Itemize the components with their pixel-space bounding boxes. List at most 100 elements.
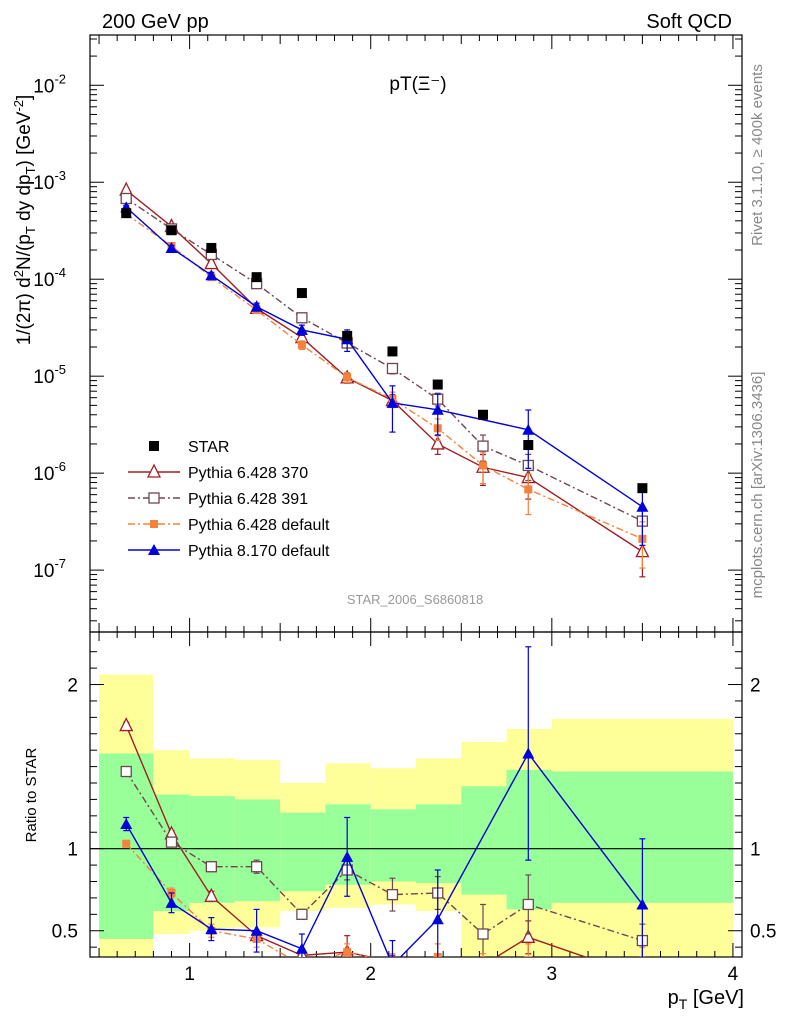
main-point-pythia-8-170-default bbox=[165, 241, 178, 253]
main-line-pythia-8-170-default bbox=[125, 206, 643, 508]
main-point-pythia-8-170-default bbox=[386, 396, 399, 408]
legend-marker-pythia-6-428-391 bbox=[148, 492, 160, 504]
legend-label-pythia-6-428-default: Pythia 6.428 default bbox=[188, 517, 330, 534]
legend-entry-pythia-8-170-default: Pythia 8.170 default bbox=[128, 543, 330, 560]
ratio-point-pythia-6-428-391 bbox=[205, 861, 217, 873]
axes-frames bbox=[89, 34, 743, 958]
ratio-point-pythia-6-428-370 bbox=[119, 717, 134, 732]
ratio-point-pythia-6-428-default bbox=[479, 963, 487, 971]
main-point-pythia-8-170-default bbox=[250, 300, 263, 312]
legend-entry-pythia-6-428-370: Pythia 6.428 370 bbox=[128, 463, 308, 482]
ratio-point-pythia-6-428-370 bbox=[432, 966, 444, 978]
ratio-y-tick-label-right: 1 bbox=[750, 840, 761, 861]
main-point-pythia-8-170-default bbox=[295, 323, 308, 335]
main-point-pythia-6-428-370 bbox=[204, 255, 219, 270]
ratio-point-pythia-8-170-default bbox=[120, 818, 133, 830]
ratio-point-pythia-8-170-default bbox=[341, 850, 354, 862]
ratio-y-tick-label-right: 2 bbox=[750, 676, 761, 697]
main-y-tick-label: 10-6 bbox=[33, 459, 66, 485]
ratio-point-pythia-8-170-default bbox=[250, 924, 263, 936]
ratio-point-pythia-6-428-370 bbox=[204, 887, 219, 902]
ratio-y-tick-label: 0.5 bbox=[52, 922, 78, 943]
band-inner-4 bbox=[280, 812, 326, 892]
ratio-point-pythia-6-428-370 bbox=[636, 970, 648, 982]
main-series-pythia-6-428-391 bbox=[120, 192, 649, 537]
main-series-pythia-8-170-default bbox=[120, 201, 649, 546]
main-point-star bbox=[478, 409, 489, 420]
legend-entry-pythia-6-428-default: Pythia 6.428 default bbox=[128, 517, 330, 534]
ratio-point-pythia-6-428-391 bbox=[165, 836, 178, 848]
data-series bbox=[119, 181, 650, 982]
ratio-point-pythia-8-170-default bbox=[431, 913, 444, 925]
legend-entry-pythia-6-428-391: Pythia 6.428 391 bbox=[128, 491, 308, 508]
band-inner-8 bbox=[461, 786, 507, 895]
ratio-point-pythia-6-428-391 bbox=[522, 898, 534, 911]
ratio-point-pythia-6-428-default bbox=[388, 960, 396, 968]
legend-label-pythia-6-428-391: Pythia 6.428 391 bbox=[188, 491, 308, 508]
band-inner-9 bbox=[506, 769, 552, 910]
ratio-point-pythia-6-428-370 bbox=[521, 928, 536, 943]
main-y-tick-label: 10-4 bbox=[33, 265, 66, 291]
legend-marker-pythia-6-428-default bbox=[150, 520, 158, 528]
main-point-star bbox=[251, 272, 262, 283]
main-point-star bbox=[121, 208, 132, 219]
ratio-point-pythia-6-428-default bbox=[638, 960, 646, 968]
main-point-star bbox=[637, 483, 648, 494]
main-point-pythia-6-428-default bbox=[343, 373, 352, 382]
ratio-point-pythia-8-170-default bbox=[522, 747, 535, 759]
main-point-pythia-8-170-default bbox=[636, 500, 649, 512]
main-point-pythia-8-170-default bbox=[522, 423, 535, 435]
ratio-point-pythia-6-428-default bbox=[298, 961, 306, 969]
x-tick-label: 1 bbox=[184, 964, 195, 985]
main-y-tick-label: 10-2 bbox=[33, 71, 66, 97]
main-y-tick-label: 10-3 bbox=[33, 168, 66, 194]
main-point-pythia-6-428-391 bbox=[477, 440, 489, 452]
x-tick-label: 3 bbox=[547, 964, 558, 985]
legend-entry-star: STAR bbox=[149, 439, 229, 456]
ratio-point-pythia-8-170-default bbox=[205, 923, 218, 935]
ratio-line-pythia-8-170-default bbox=[125, 752, 643, 957]
main-y-tick-label: 10-5 bbox=[33, 362, 66, 388]
main-point-star bbox=[206, 242, 217, 253]
main-point-pythia-6-428-370 bbox=[430, 435, 445, 450]
band-inner-6 bbox=[370, 809, 416, 882]
main-point-pythia-8-170-default bbox=[431, 403, 444, 415]
main-point-star bbox=[342, 330, 353, 341]
ratio-uncertainty-bands bbox=[90, 674, 742, 957]
main-point-pythia-6-428-default bbox=[297, 340, 306, 349]
header-right-label: Soft QCD bbox=[646, 11, 732, 33]
legend-marker-pythia-8-170-default bbox=[148, 544, 160, 555]
main-point-star bbox=[432, 379, 443, 390]
main-point-star bbox=[387, 346, 398, 357]
x-tick-label: 2 bbox=[365, 964, 376, 985]
ratio-point-pythia-6-428-391 bbox=[250, 861, 263, 873]
band-inner-2 bbox=[189, 796, 235, 903]
ratio-y-axis-label: Ratio to STAR bbox=[23, 747, 40, 842]
header-left-label: 200 GeV pp bbox=[102, 11, 209, 33]
main-point-star bbox=[166, 225, 177, 236]
legend-marker-pythia-6-428-370 bbox=[146, 463, 162, 478]
ratio-point-pythia-8-170-default bbox=[165, 896, 178, 908]
ratio-point-pythia-6-428-391 bbox=[477, 928, 489, 940]
ratio-point-pythia-6-428-391 bbox=[296, 908, 308, 920]
analysis-label: STAR_2006_S6860818 bbox=[347, 592, 483, 607]
ratio-point-pythia-6-428-default bbox=[524, 956, 533, 957]
ratio-point-pythia-8-170-default bbox=[386, 959, 398, 970]
main-point-pythia-6-428-391 bbox=[296, 312, 308, 324]
legend-label-pythia-8-170-default: Pythia 8.170 default bbox=[188, 543, 330, 560]
legend-label-pythia-6-428-370: Pythia 6.428 370 bbox=[188, 465, 308, 482]
ratio-point-pythia-6-428-default bbox=[343, 948, 352, 957]
main-point-star bbox=[523, 440, 534, 451]
ratio-plot-frame bbox=[89, 631, 743, 958]
ratio-point-pythia-6-428-default bbox=[122, 839, 131, 848]
ratio-point-pythia-8-170-default bbox=[636, 898, 649, 910]
main-point-pythia-6-428-default bbox=[479, 461, 488, 470]
ratio-series-pythia-8-170-default bbox=[120, 646, 649, 970]
main-point-star bbox=[296, 288, 307, 299]
band-inner-3 bbox=[234, 799, 281, 902]
ratio-point-pythia-8-170-default bbox=[295, 942, 308, 954]
ratio-point-pythia-6-428-391 bbox=[120, 765, 132, 778]
main-point-pythia-6-428-391 bbox=[386, 362, 399, 375]
legend-label-star: STAR bbox=[188, 439, 229, 456]
